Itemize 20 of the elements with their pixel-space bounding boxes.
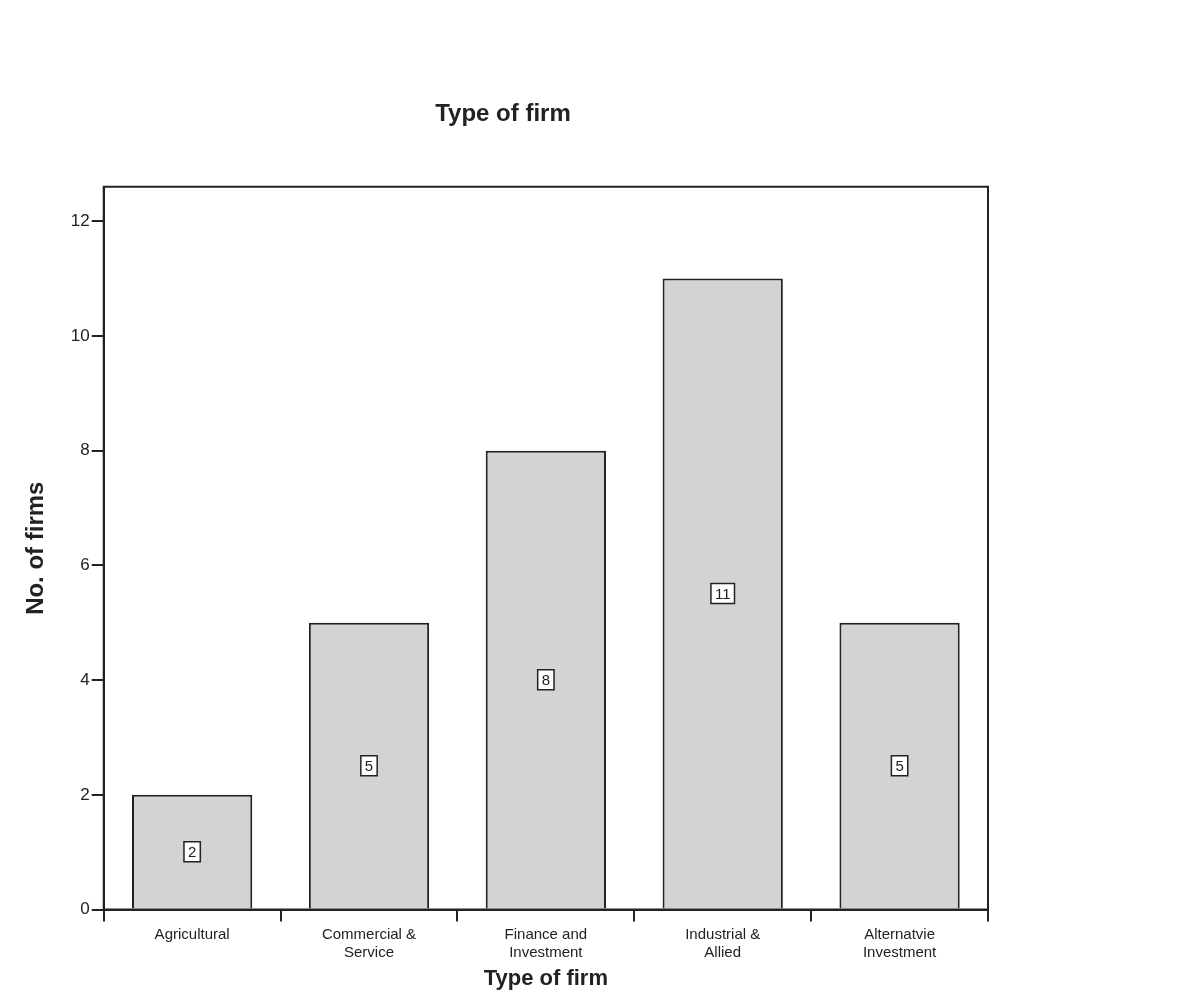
- x-tick-label: Commercial & Service: [321, 924, 417, 960]
- y-axis-title: No. of firms: [21, 481, 49, 615]
- data-label: 8: [541, 670, 551, 688]
- y-tick-label: 8: [80, 440, 90, 460]
- x-tick-label: Alternatvie Investment: [862, 924, 938, 960]
- y-tick-label: 12: [70, 210, 90, 230]
- x-tick-label: Industrial & Allied: [685, 924, 761, 960]
- y-tick-label: 4: [80, 669, 90, 689]
- data-label: 5: [895, 756, 904, 774]
- x-tick-label: Agricultural: [154, 924, 230, 942]
- y-tick-label: 6: [80, 555, 90, 575]
- data-label: 11: [714, 584, 731, 602]
- data-label: 2: [187, 842, 197, 860]
- y-tick-label: 2: [80, 784, 90, 804]
- x-tick-label: Finance and Investment: [504, 924, 588, 960]
- chart-title: Type of firm: [435, 99, 571, 127]
- data-label: 5: [364, 756, 374, 774]
- y-tick-label: 10: [70, 325, 90, 345]
- y-tick-label: 0: [80, 899, 90, 919]
- x-axis-title: Type of firm: [483, 964, 608, 990]
